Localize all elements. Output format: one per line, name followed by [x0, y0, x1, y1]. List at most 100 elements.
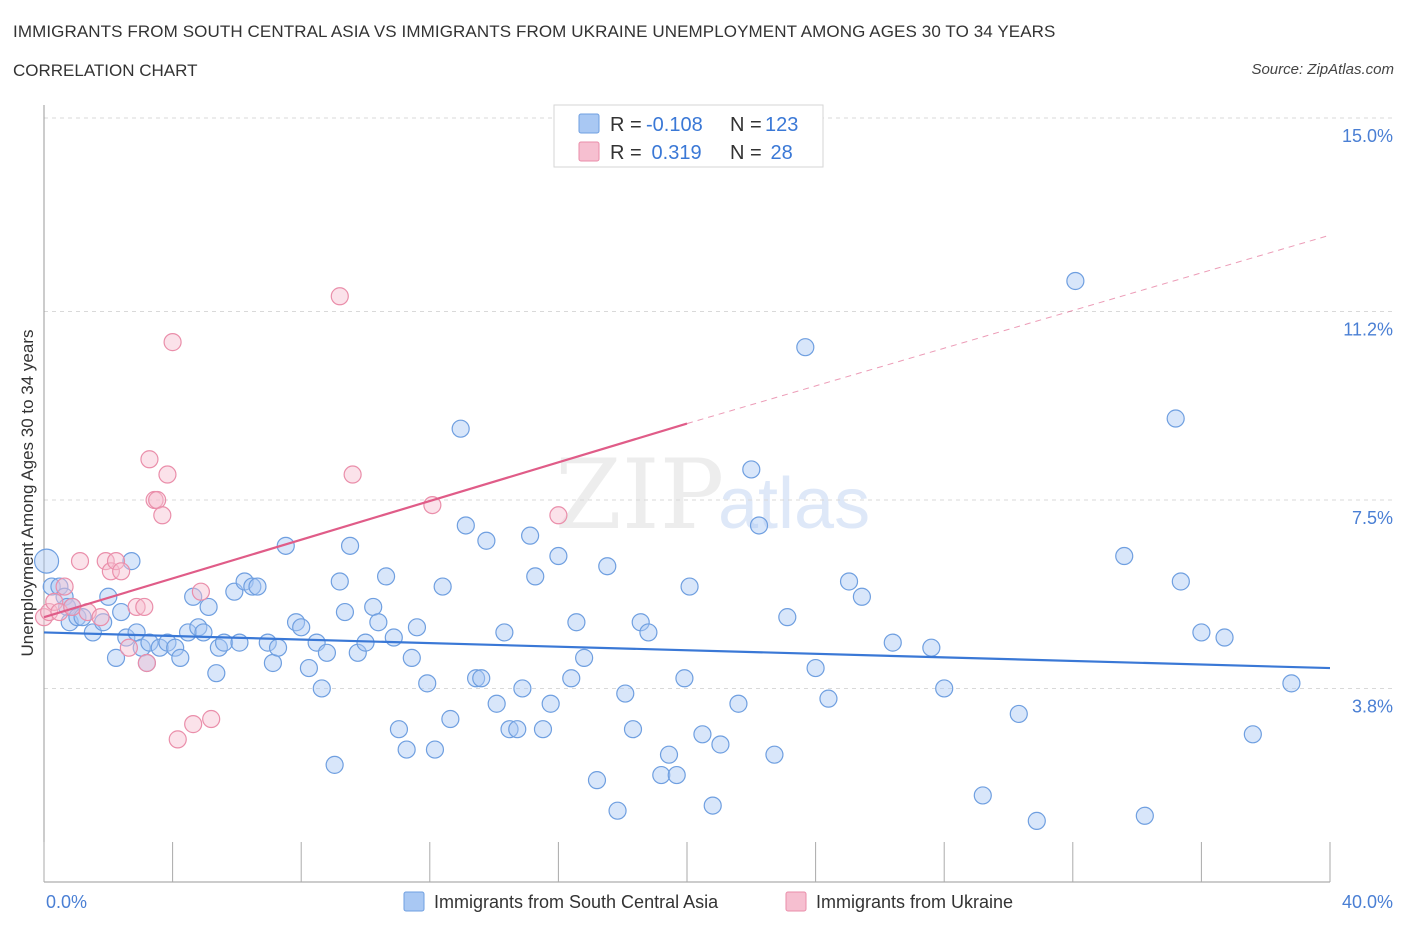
y-tick-label: 3.8% — [1352, 696, 1393, 716]
point-south-central-asia — [299, 658, 319, 678]
point-south-central-asia — [68, 608, 87, 627]
point-ukraine — [168, 730, 187, 749]
point-south-central-asia — [765, 745, 784, 764]
point-ukraine — [135, 597, 154, 617]
point-south-central-asia — [268, 638, 288, 657]
point-ukraine — [191, 582, 210, 601]
point-south-central-asia — [477, 531, 496, 550]
point-south-central-asia — [575, 648, 594, 667]
point-ukraine — [127, 597, 146, 617]
point-south-central-asia — [356, 633, 375, 652]
point-south-central-asia — [562, 669, 581, 688]
legend-r-label-2: R = — [610, 142, 642, 164]
point-south-central-asia — [513, 679, 532, 698]
trend-line-ukraine-extension — [686, 234, 1331, 425]
chart-subtitle: CORRELATION CHART — [13, 61, 198, 80]
point-south-central-asia — [207, 664, 226, 683]
point-ukraine — [45, 592, 64, 611]
point-south-central-asia — [883, 633, 902, 652]
point-south-central-asia — [425, 740, 445, 759]
point-south-central-asia — [639, 623, 658, 642]
point-south-central-asia — [608, 801, 627, 820]
point-south-central-asia — [292, 618, 311, 637]
point-ukraine — [140, 450, 159, 469]
point-south-central-asia — [1171, 572, 1190, 591]
point-south-central-asia — [194, 623, 213, 642]
point-south-central-asia — [526, 567, 545, 586]
chart-title: IMMIGRANTS FROM SOUTH CENTRAL ASIA VS IM… — [13, 22, 1056, 41]
point-ukraine — [137, 653, 156, 673]
bottom-legend-label-pink: Immigrants from Ukraine — [816, 892, 1013, 912]
point-south-central-asia — [348, 643, 367, 662]
point-ukraine — [101, 562, 120, 581]
point-ukraine — [163, 333, 182, 352]
bottom-legend-swatch-blue — [403, 891, 425, 912]
point-south-central-asia — [369, 613, 388, 632]
x-tick-label: 40.0% — [1342, 892, 1393, 912]
legend-r-label-1: R = — [610, 114, 642, 136]
point-south-central-asia — [407, 618, 427, 637]
point-ukraine — [96, 552, 115, 571]
y-tick-label: 11.2% — [1343, 320, 1393, 340]
point-south-central-asia — [742, 460, 761, 479]
point-south-central-asia — [693, 725, 712, 744]
point-ukraine — [202, 709, 221, 729]
legend-n-value-2: 28 — [765, 142, 793, 164]
point-south-central-asia — [248, 577, 267, 596]
legend-swatch-pink — [578, 141, 600, 162]
legend-n-label-2: N = — [730, 142, 762, 164]
point-south-central-asia — [171, 648, 190, 667]
point-south-central-asia — [495, 623, 514, 642]
point-south-central-asia — [389, 720, 409, 739]
point-south-central-asia — [711, 735, 730, 754]
point-south-central-asia — [312, 679, 331, 698]
point-south-central-asia — [106, 648, 126, 667]
point-south-central-asia — [1166, 409, 1185, 428]
point-south-central-asia — [456, 516, 475, 535]
point-ukraine — [148, 490, 167, 510]
point-south-central-asia — [112, 602, 131, 622]
point-south-central-asia — [42, 577, 61, 596]
bottom-legend-label-blue: Immigrants from South Central Asia — [434, 892, 719, 912]
point-south-central-asia — [567, 613, 586, 632]
point-south-central-asia — [1192, 623, 1211, 642]
x-tick-labels: 0.0% 40.0% — [46, 892, 1393, 912]
point-ukraine — [70, 552, 90, 571]
point-south-central-asia — [500, 720, 519, 739]
point-south-central-asia — [796, 338, 815, 357]
point-south-central-asia — [1243, 725, 1262, 744]
point-south-central-asia — [598, 557, 617, 576]
point-south-central-asia — [508, 720, 527, 739]
point-ukraine — [158, 465, 177, 484]
series-legend: Immigrants from South Central Asia Immig… — [403, 891, 1013, 912]
point-south-central-asia — [1215, 628, 1234, 647]
point-ukraine — [55, 577, 74, 596]
point-south-central-asia — [33, 548, 60, 574]
point-south-central-asia — [487, 694, 506, 713]
point-south-central-asia — [852, 587, 871, 606]
point-ukraine — [91, 608, 110, 627]
point-south-central-asia — [1135, 806, 1154, 825]
point-south-central-asia — [616, 684, 635, 703]
point-ukraine — [549, 506, 568, 525]
point-south-central-asia — [652, 765, 671, 785]
grid-lines — [44, 117, 1395, 689]
point-ukraine — [330, 287, 349, 306]
point-south-central-asia — [667, 765, 686, 785]
point-south-central-asia — [140, 633, 159, 652]
point-south-central-asia — [325, 755, 344, 774]
y-axis-title: Unemployment Among Ages 30 to 34 years — [18, 330, 37, 657]
point-south-central-asia — [1282, 674, 1301, 693]
point-south-central-asia — [922, 638, 941, 657]
point-ukraine — [112, 562, 131, 581]
point-south-central-asia — [166, 638, 185, 657]
point-south-central-asia — [384, 628, 403, 647]
point-south-central-asia — [729, 694, 748, 713]
y-tick-label: 15.0% — [1342, 126, 1393, 146]
point-south-central-asia — [263, 653, 283, 673]
point-south-central-asia — [935, 679, 954, 698]
point-south-central-asia — [1009, 704, 1028, 724]
point-south-central-asia — [441, 709, 460, 729]
point-south-central-asia — [749, 516, 769, 535]
